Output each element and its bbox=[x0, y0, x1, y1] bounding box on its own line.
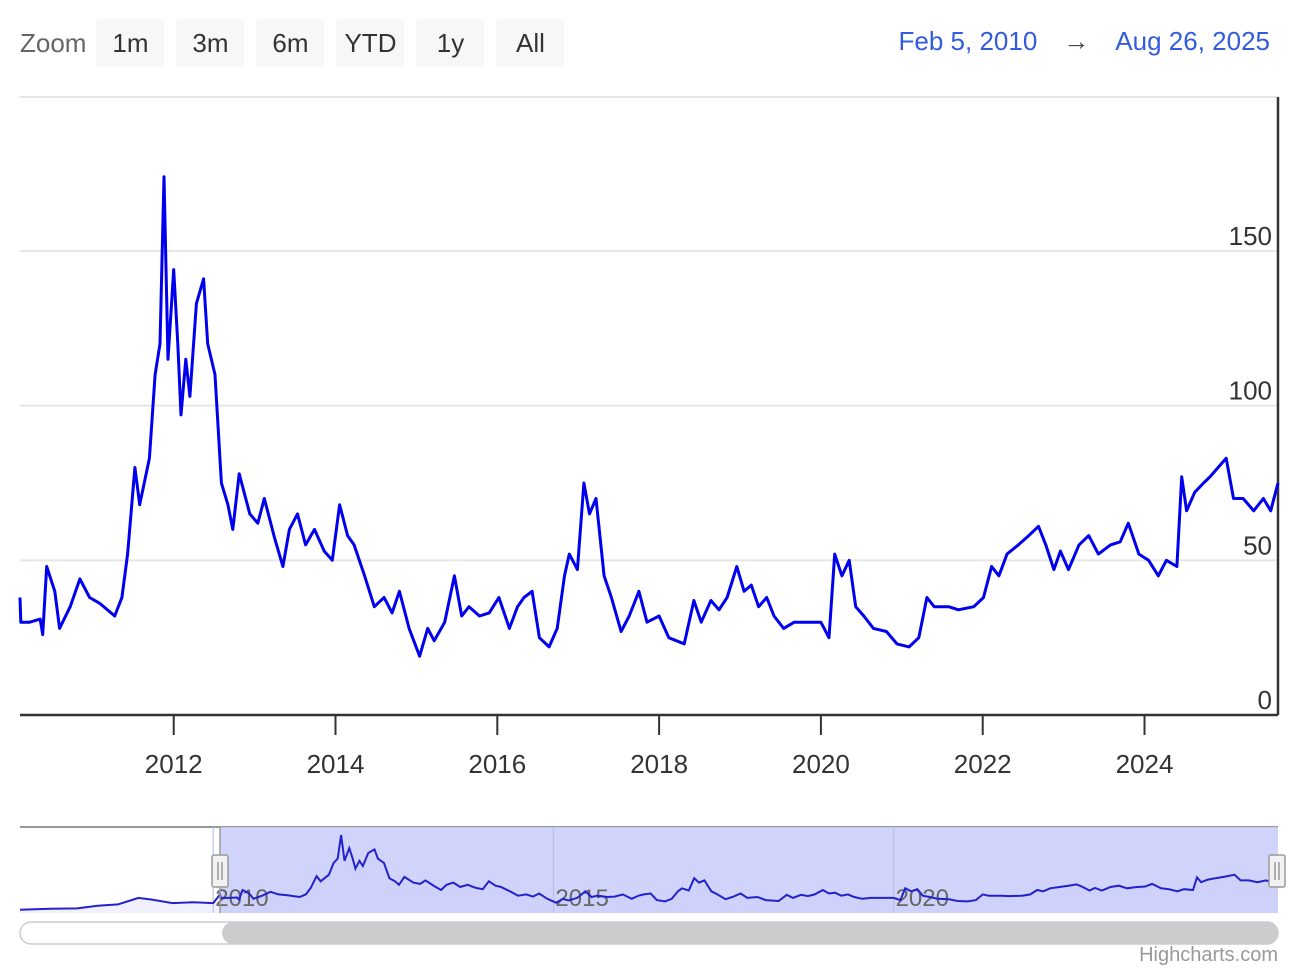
date-range: Feb 5, 2010 → Aug 26, 2025 bbox=[899, 26, 1270, 57]
handle-grip-icon bbox=[1268, 854, 1286, 888]
zoom-3m-button[interactable]: 3m bbox=[176, 19, 245, 67]
range-from-input[interactable]: Feb 5, 2010 bbox=[898, 26, 1038, 56]
zoom-label: Zoom bbox=[20, 27, 87, 58]
navigator-series-line bbox=[19, 834, 1279, 911]
credits-link[interactable]: Highcharts.com bbox=[1139, 944, 1278, 966]
zoom-6m-button[interactable]: 6m bbox=[256, 19, 325, 67]
x-tick-label: 2018 bbox=[630, 749, 688, 779]
range-to-input[interactable]: Aug 26, 2025 bbox=[1115, 26, 1270, 56]
zoom-all-button[interactable]: All bbox=[496, 19, 565, 67]
y-tick-label: 0 bbox=[1258, 685, 1272, 715]
navigator-handle-right[interactable] bbox=[1268, 854, 1286, 888]
x-tick-label: 2020 bbox=[792, 749, 850, 779]
x-tick-label: 2012 bbox=[145, 749, 203, 779]
y-tick-label: 100 bbox=[1229, 376, 1272, 406]
handle-grip-icon bbox=[211, 854, 229, 888]
y-tick-label: 150 bbox=[1229, 221, 1272, 251]
x-tick-label: 2014 bbox=[307, 749, 365, 779]
arrow-right-icon: → bbox=[1063, 26, 1090, 56]
navigator-handle-left[interactable] bbox=[211, 854, 229, 888]
range-selector: Zoom 1m 3m 6m YTD 1y All bbox=[20, 19, 576, 67]
x-tick-label: 2022 bbox=[954, 749, 1012, 779]
x-tick-label: 2024 bbox=[1116, 749, 1174, 779]
x-tick-label: 2016 bbox=[468, 749, 526, 779]
zoom-ytd-button[interactable]: YTD bbox=[336, 19, 405, 67]
scrollbar-thumb[interactable] bbox=[222, 922, 1279, 944]
zoom-1m-button[interactable]: 1m bbox=[96, 19, 165, 67]
y-tick-label: 50 bbox=[1243, 530, 1272, 560]
zoom-1y-button[interactable]: 1y bbox=[416, 19, 485, 67]
series-line bbox=[18, 175, 1280, 658]
navigator-selection bbox=[220, 827, 1279, 913]
